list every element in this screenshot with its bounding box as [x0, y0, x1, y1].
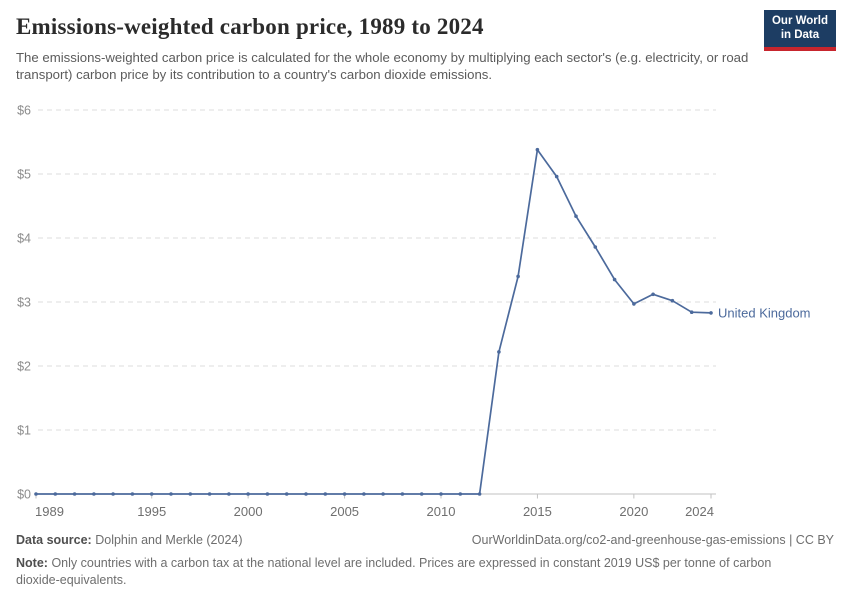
- data-point-marker: [516, 274, 520, 279]
- data-point-marker: [497, 350, 501, 354]
- series-line-united-kingdom: [36, 148, 712, 495]
- data-point-marker: [400, 492, 405, 496]
- series-end-label: United Kingdom: [718, 305, 811, 320]
- data-point-marker: [188, 492, 193, 496]
- data-point-marker: [265, 492, 270, 496]
- y-axis-tick-label: $6: [17, 104, 31, 118]
- x-axis-tick-label: 1989: [35, 504, 64, 519]
- data-point-marker: [458, 492, 463, 496]
- data-point-marker: [689, 310, 694, 314]
- data-point-marker: [342, 492, 347, 496]
- data-point-marker: [381, 492, 385, 496]
- page-title: Emissions-weighted carbon price, 1989 to…: [16, 14, 484, 39]
- source-row: Data source: Dolphin and Merkle (2024) O…: [16, 533, 834, 547]
- data-point-marker: [709, 311, 713, 315]
- data-point-marker: [92, 492, 96, 496]
- y-axis-tick-label: $1: [17, 424, 31, 438]
- data-point-marker: [651, 292, 655, 297]
- y-axis-tick-label: $5: [17, 168, 31, 182]
- data-point-marker: [632, 302, 636, 306]
- line-chart: $0 $1 $2 $3 $4 $5 $6 1989 1995 2000 2005 2010 2015 20…: [17, 104, 811, 520]
- data-point-marker: [53, 492, 58, 496]
- data-point-marker: [535, 147, 540, 152]
- chart-footer: Data source: Dolphin and Merkle (2024) O…: [16, 533, 834, 589]
- y-axis-tick-label: $4: [17, 232, 31, 246]
- data-point-marker: [246, 492, 250, 496]
- data-point-marker: [72, 492, 77, 496]
- chart-header: Emissions-weighted carbon price, 1989 to…: [16, 14, 834, 84]
- data-point-marker: [554, 174, 559, 179]
- data-point-marker: [477, 492, 482, 496]
- chart-subtitle: The emissions-weighted carbon price is c…: [16, 50, 749, 83]
- data-point-marker: [419, 492, 424, 496]
- y-axis-tick-label: $3: [17, 296, 31, 310]
- attribution: OurWorldinData.org/co2-and-greenhouse-ga…: [471, 533, 834, 547]
- y-axis-tick-label: $0: [17, 488, 31, 502]
- data-point-marker: [207, 492, 212, 496]
- data-point-marker: [362, 492, 366, 496]
- data-point-marker: [149, 492, 154, 496]
- data-source-label: Data source:: [16, 533, 92, 547]
- data-source-value: Dolphin and Merkle (2024): [95, 533, 243, 547]
- x-axis-tick-label: 1995: [137, 504, 166, 519]
- chart-note-text: Only countries with a carbon tax at the …: [16, 556, 772, 587]
- data-point-marker: [304, 492, 308, 496]
- data-point-marker: [34, 492, 38, 496]
- data-point-marker: [574, 214, 578, 218]
- owid-logo-line1: Our World: [771, 15, 828, 27]
- data-point-marker: [227, 492, 231, 496]
- owid-logo: Our World in Data: [763, 10, 836, 51]
- x-axis-tick-label: 2000: [234, 504, 263, 519]
- data-point-marker: [111, 492, 115, 496]
- data-point-marker: [130, 492, 135, 496]
- data-point-marker: [284, 492, 289, 496]
- data-source: Data source: Dolphin and Merkle (2024): [16, 533, 243, 547]
- data-point-marker: [593, 245, 598, 249]
- chart-note: Note: Only countries with a carbon tax a…: [16, 555, 811, 589]
- y-axis-tick-label: $2: [17, 360, 31, 374]
- data-point-marker: [439, 492, 443, 496]
- x-axis-tick-label: 2024: [685, 504, 714, 519]
- data-point-marker: [612, 277, 617, 282]
- chart-note-label: Note:: [16, 556, 48, 570]
- x-axis-tick-label: 2015: [523, 504, 552, 519]
- data-point-marker: [169, 492, 173, 496]
- data-point-marker: [670, 298, 675, 303]
- x-axis-tick-label: 2020: [619, 504, 648, 519]
- data-point-marker: [323, 492, 328, 496]
- x-axis-tick-label: 2005: [330, 504, 359, 519]
- x-axis-tick-label: 2010: [427, 504, 456, 519]
- owid-logo-line2: in Data: [780, 28, 820, 41]
